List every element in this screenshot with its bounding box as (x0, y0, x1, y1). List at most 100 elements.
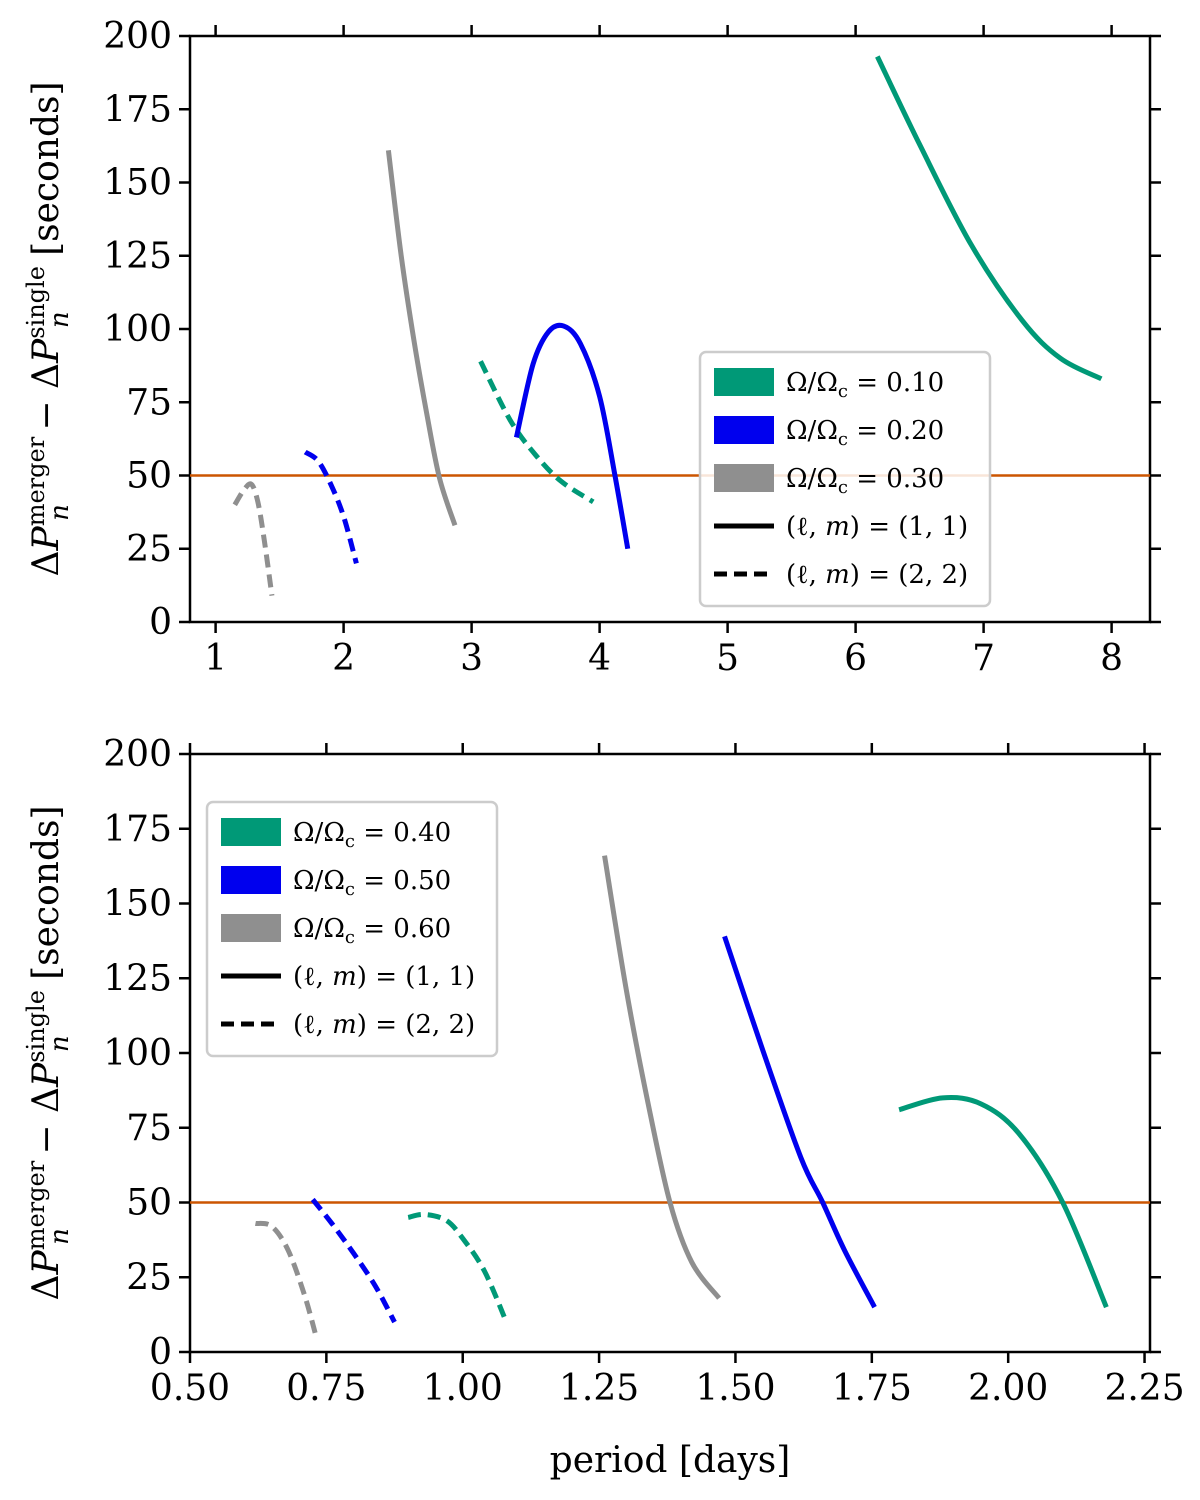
y-tick-label: 125 (103, 958, 172, 999)
legend-label-suffix: = 0.20 (848, 416, 944, 446)
y-label-delta: Δ (26, 1275, 67, 1301)
series-line: Ω/Ωc = 0.60, (ℓ, m) = (1, 1) (602, 855, 722, 1300)
legend-label-var: m (825, 560, 850, 590)
series-line: Ω/Ωc = 0.50, (ℓ, m) = (2, 2) (310, 1197, 397, 1324)
legend-label-sub: c (838, 381, 848, 402)
y-label-sup-single: single (22, 990, 50, 1063)
y-tick-label: 0 (149, 602, 172, 643)
legend-label-prefix: Ω/Ω (786, 368, 838, 398)
legend-entry-label: (ℓ, m) = (1, 1) (786, 512, 968, 542)
legend-entry-label: (ℓ, m) = (1, 1) (293, 962, 475, 992)
legend-swatch (714, 368, 774, 396)
x-tick-label: 0.75 (286, 1368, 366, 1409)
plot-frame (188, 34, 1152, 624)
y-tick-label: 200 (103, 734, 172, 775)
x-tick-label: 1.50 (695, 1368, 775, 1409)
x-tick-label: 7 (972, 638, 995, 679)
legend-entry-label: Ω/Ωc = 0.10 (786, 368, 944, 402)
x-axis-label: period [days] (550, 1440, 791, 1481)
legend-label-suffix: = 0.50 (355, 866, 451, 896)
legend-label-suffix: ) = (1, 1) (357, 962, 475, 992)
series-line: Ω/Ωc = 0.60, (ℓ, m) = (2, 2) (255, 1220, 318, 1335)
x-tick-label: 2.00 (968, 1368, 1048, 1409)
y-tick-label: 75 (126, 382, 172, 423)
y-label-p: P (26, 526, 67, 552)
legend-swatch (221, 866, 281, 894)
y-label-p: P (26, 1250, 67, 1276)
legend-label-prefix: (ℓ, (293, 1010, 332, 1040)
y-tick-label: 175 (103, 809, 172, 850)
legend-label-prefix: Ω/Ω (293, 866, 345, 896)
bottom-panel: 0.50 0.75 1.00 1.25 1.50 1.75 2.00 2.25 0 25 50 75 1… (22, 734, 1185, 1481)
series-line: Ω/Ωc = 0.30, (ℓ, m) = (1, 1) (385, 149, 458, 527)
y-label-delta: Δ (26, 1087, 67, 1113)
legend-swatch (221, 818, 281, 846)
legend-entry-label: (ℓ, m) = (2, 2) (786, 560, 968, 590)
y-label-unit: [seconds] (26, 805, 67, 991)
legend-label-sub: c (838, 477, 848, 498)
legend-label-prefix: (ℓ, (786, 512, 825, 542)
legend-entry-label: (ℓ, m) = (2, 2) (293, 1010, 475, 1040)
legend-label-prefix: Ω/Ω (293, 914, 345, 944)
y-label-unit: [seconds] (26, 81, 67, 267)
y-label-sub-n: n (45, 311, 75, 328)
y-label-sub-n: n (45, 1035, 75, 1052)
legend-entry-label: Ω/Ωc = 0.40 (293, 818, 451, 852)
series-line: Ω/Ωc = 0.10, (ℓ, m) = (1, 1) (875, 55, 1103, 382)
legend-label-var: m (825, 512, 850, 542)
legend-entry-label: Ω/Ωc = 0.60 (293, 914, 451, 948)
y-label-minus: − (26, 1113, 67, 1166)
y-tick-label: 0 (149, 1332, 172, 1373)
y-tick-label: 175 (103, 89, 172, 130)
legend-label-var: m (332, 1010, 357, 1040)
legend-label-prefix: (ℓ, (786, 560, 825, 590)
y-tick-label: 50 (126, 1183, 172, 1224)
legend-label-suffix: ) = (2, 2) (357, 1010, 475, 1040)
series-line: Ω/Ωc = 0.40, (ℓ, m) = (2, 2) (407, 1211, 509, 1324)
y-label-sup-merger: merger (22, 1160, 50, 1250)
x-tick-label: 4 (588, 638, 611, 679)
y-label-delta: Δ (26, 551, 67, 577)
y-tick-label: 150 (103, 163, 172, 204)
x-tick-label: 1.00 (423, 1368, 503, 1409)
legend-label-suffix: ) = (1, 1) (850, 512, 968, 542)
series-line: Ω/Ωc = 0.10, (ℓ, m) = (2, 2) (478, 360, 595, 504)
legend-box (698, 350, 992, 608)
y-tick-label: 25 (126, 1257, 172, 1298)
top-panel: 1 2 3 4 5 6 7 80255075100125150175200Ω/Ωc = 0.1… (22, 16, 1161, 679)
legend-label-sub: c (345, 927, 355, 948)
x-tick-label: 0.50 (150, 1368, 230, 1409)
y-tick-label: 100 (103, 309, 172, 350)
legend-label-prefix: Ω/Ω (786, 416, 838, 446)
y-tick-label: 200 (103, 16, 172, 57)
series-line: Ω/Ωc = 0.50, (ℓ, m) = (1, 1) (722, 935, 877, 1309)
y-label-sup-merger: merger (22, 436, 50, 526)
y-tick-label: 75 (126, 1108, 172, 1149)
legend-label-suffix: = 0.10 (848, 368, 944, 398)
x-tick-label: 6 (844, 638, 867, 679)
legend: Ω/Ωc = 0.40Ω/Ωc = 0.50Ω/Ωc = 0.60(ℓ, m) … (205, 800, 499, 1058)
legend: Ω/Ωc = 0.10Ω/Ωc = 0.20Ω/Ωc = 0.30(ℓ, m) … (698, 350, 992, 608)
y-label-sub-n: n (45, 504, 75, 521)
legend-label-sub: c (345, 879, 355, 900)
series-line: Ω/Ωc = 0.40, (ℓ, m) = (1, 1) (898, 1095, 1109, 1309)
legend-label-prefix: Ω/Ω (786, 464, 838, 494)
series-line: Ω/Ωc = 0.20, (ℓ, m) = (2, 2) (303, 449, 359, 565)
legend-label-suffix: ) = (2, 2) (850, 560, 968, 590)
legend-label-var: m (332, 962, 357, 992)
legend-label-suffix: = 0.40 (355, 818, 451, 848)
y-tick-label: 50 (126, 456, 172, 497)
x-tick-label: 3 (460, 638, 483, 679)
series-line: Ω/Ωc = 0.20, (ℓ, m) = (1, 1) (513, 322, 631, 550)
legend-label-prefix: (ℓ, (293, 962, 332, 992)
legend-swatch (714, 464, 774, 492)
x-tick-label: 1 (204, 638, 227, 679)
y-label-sub-n: n (45, 1228, 75, 1245)
legend-label-prefix: Ω/Ω (293, 818, 345, 848)
series-line: Ω/Ωc = 0.30, (ℓ, m) = (2, 2) (232, 481, 275, 596)
legend-label-sub: c (838, 429, 848, 450)
x-tick-label: 1.25 (559, 1368, 639, 1409)
legend-swatch (221, 914, 281, 942)
x-tick-label: 2 (332, 638, 355, 679)
